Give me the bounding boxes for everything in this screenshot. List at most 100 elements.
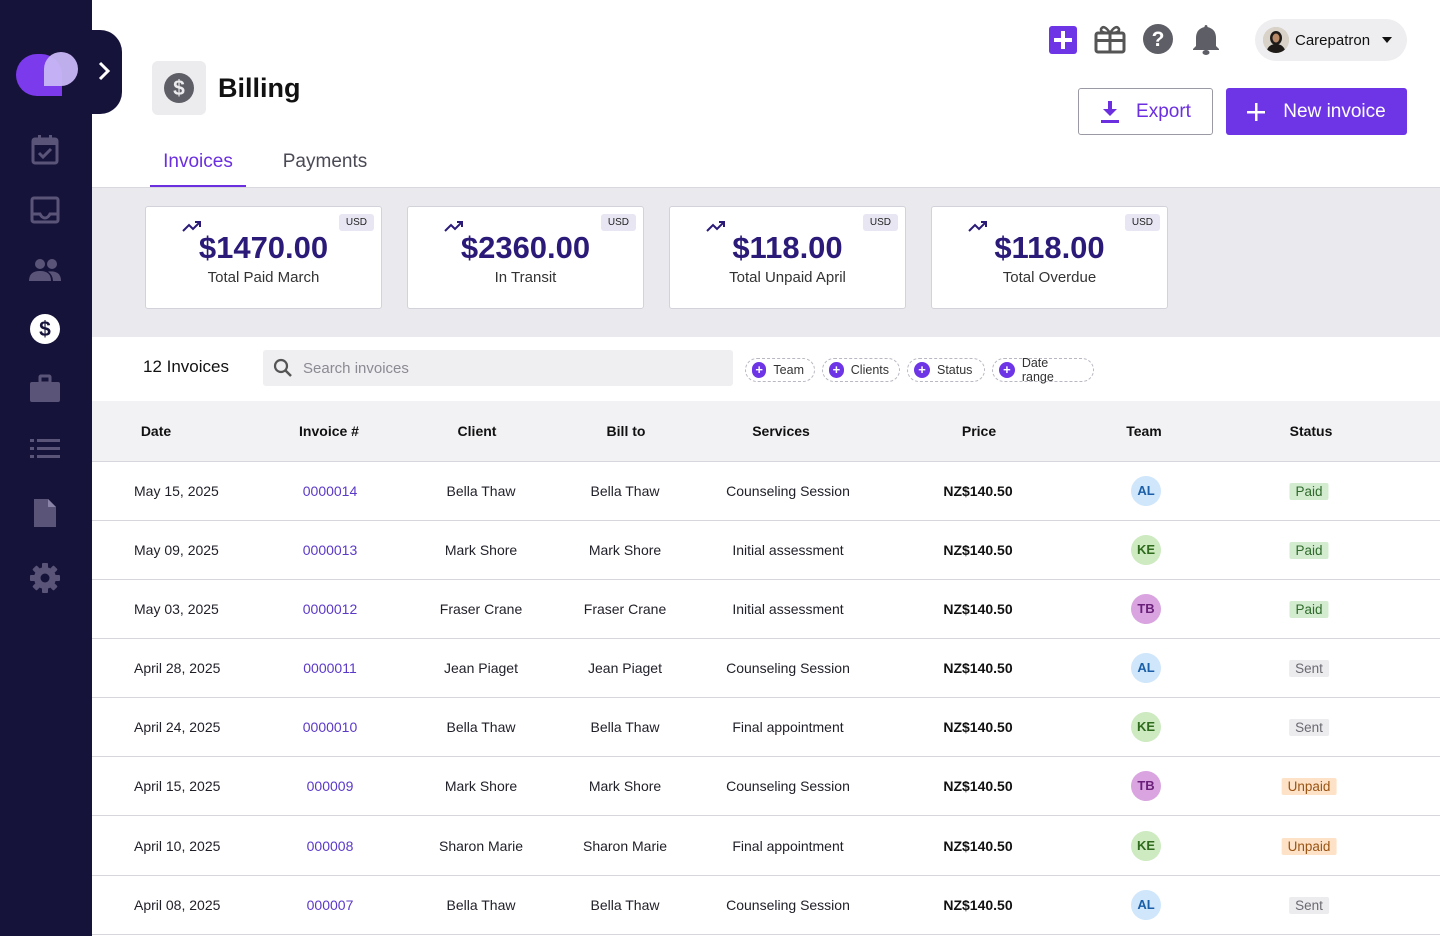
column-header[interactable]: Services xyxy=(752,423,810,439)
invoice-number-link[interactable]: 0000011 xyxy=(303,660,357,676)
table-row[interactable]: May 03, 2025 0000012 Fraser Crane Fraser Cr… xyxy=(92,580,1440,639)
people-icon[interactable] xyxy=(28,253,62,287)
team-avatar[interactable]: KE xyxy=(1131,712,1161,742)
search-input[interactable] xyxy=(303,359,703,377)
stat-card: USD $1470.00 Total Paid March xyxy=(145,206,382,309)
settings-icon[interactable] xyxy=(28,561,62,595)
invoice-number-link[interactable]: 0000012 xyxy=(302,601,358,617)
filter-chip-status[interactable]: + Status xyxy=(907,358,985,382)
export-button[interactable]: Export xyxy=(1078,88,1213,135)
add-circle-icon: + xyxy=(914,362,930,378)
client-cell: Bella Thaw xyxy=(446,483,516,499)
table-row[interactable]: May 09, 2025 0000013 Mark Shore Mark Shore I… xyxy=(92,521,1440,580)
download-icon xyxy=(1101,100,1120,123)
document-icon[interactable] xyxy=(28,496,62,530)
team-avatar[interactable]: KE xyxy=(1131,831,1161,861)
new-invoice-button[interactable]: New invoice xyxy=(1226,88,1407,135)
help-icon[interactable]: ? xyxy=(1142,22,1174,56)
status-badge: Sent xyxy=(1289,897,1329,914)
bell-icon[interactable] xyxy=(1190,22,1222,56)
status-badge: Paid xyxy=(1289,601,1329,618)
column-header[interactable]: Price xyxy=(961,423,997,439)
stat-label: In Transit xyxy=(494,269,557,286)
search-bar[interactable] xyxy=(263,350,733,386)
stat-card: USD $118.00 Total Unpaid April xyxy=(669,206,906,309)
team-avatar[interactable]: AL xyxy=(1131,890,1161,920)
status-badge: Sent xyxy=(1289,660,1329,677)
bill-to-cell: Mark Shore xyxy=(588,778,662,794)
calendar-icon[interactable] xyxy=(28,133,62,167)
client-cell: Bella Thaw xyxy=(446,719,516,735)
trend-up-icon xyxy=(706,221,725,232)
column-header[interactable]: Client xyxy=(457,423,497,439)
filter-label: Team xyxy=(773,363,804,377)
app-logo[interactable] xyxy=(16,52,78,96)
stat-amount: $2360.00 xyxy=(460,230,591,265)
table-row[interactable]: May 15, 2025 0000014 Bella Thaw Bella Thaw C… xyxy=(92,462,1440,521)
billing-icon[interactable]: $ xyxy=(28,312,62,346)
tab-payments[interactable]: Payments xyxy=(282,151,368,172)
svg-text:$: $ xyxy=(173,77,185,100)
date-cell: May 03, 2025 xyxy=(134,601,219,617)
date-cell: May 15, 2025 xyxy=(134,483,219,499)
date-cell: April 10, 2025 xyxy=(134,838,221,854)
status-badge: Paid xyxy=(1289,483,1329,500)
team-avatar[interactable]: TB xyxy=(1131,594,1161,624)
trend-up-icon xyxy=(182,221,201,232)
bill-to-cell: Sharon Marie xyxy=(582,838,668,854)
bill-to-cell: Bella Thaw xyxy=(590,719,660,735)
table-row[interactable]: April 28, 2025 0000011 Jean Piaget Jean Pia… xyxy=(92,639,1440,698)
column-header[interactable]: Bill to xyxy=(606,423,646,439)
team-avatar[interactable]: AL xyxy=(1131,476,1161,506)
column-header[interactable]: Team xyxy=(1126,423,1162,439)
table-row[interactable]: April 10, 2025 000008 Sharon Marie Sharon M… xyxy=(92,817,1440,876)
table-row[interactable]: April 08, 2025 000007 Bella Thaw Bella Thaw… xyxy=(92,876,1440,935)
user-menu[interactable]: Carepatron xyxy=(1255,19,1407,61)
team-avatar[interactable]: TB xyxy=(1131,771,1161,801)
service-cell: Counseling Session xyxy=(726,778,850,794)
chevron-right-icon xyxy=(98,61,111,81)
gift-icon[interactable] xyxy=(1094,22,1126,56)
search-icon xyxy=(273,358,292,377)
table-row[interactable]: April 15, 2025 000009 Mark Shore Mark Shore… xyxy=(92,757,1440,816)
invoice-number-link[interactable]: 000007 xyxy=(306,897,354,913)
inbox-icon[interactable] xyxy=(28,193,62,227)
sidebar-expand-button[interactable] xyxy=(88,30,122,114)
svg-text:$: $ xyxy=(39,318,51,341)
service-cell: Final appointment xyxy=(732,838,844,854)
invoice-number-link[interactable]: 0000014 xyxy=(302,483,358,499)
invoice-number-link[interactable]: 000008 xyxy=(306,838,354,854)
client-cell: Fraser Crane xyxy=(439,601,523,617)
invoice-number-link[interactable]: 0000013 xyxy=(302,542,358,558)
filter-label: Clients xyxy=(850,363,889,377)
column-header[interactable]: Date xyxy=(140,423,172,439)
table-row[interactable]: April 24, 2025 0000010 Bella Thaw Bella Tha… xyxy=(92,698,1440,757)
service-cell: Initial assessment xyxy=(732,601,844,617)
trend-up-icon xyxy=(444,221,463,232)
bill-to-cell: Fraser Crane xyxy=(583,601,667,617)
filter-chip-date-range[interactable]: + Date range xyxy=(992,356,1094,384)
team-avatar[interactable]: AL xyxy=(1131,653,1161,683)
client-cell: Jean Piaget xyxy=(444,660,518,676)
team-avatar[interactable]: KE xyxy=(1131,535,1161,565)
service-cell: Counseling Session xyxy=(726,660,850,676)
filter-chip-team[interactable]: + Team xyxy=(745,358,815,382)
page-header: $ Billing xyxy=(152,61,301,115)
service-cell: Final appointment xyxy=(732,719,844,735)
filter-chip-clients[interactable]: + Clients xyxy=(822,358,900,382)
stat-label: Total Unpaid April xyxy=(729,269,846,286)
tab-invoices[interactable]: Invoices xyxy=(150,140,246,187)
status-badge: Unpaid xyxy=(1281,838,1337,855)
list-icon[interactable] xyxy=(28,432,62,466)
column-header[interactable]: Invoice # xyxy=(299,423,359,439)
client-cell: Mark Shore xyxy=(444,778,518,794)
client-cell: Mark Shore xyxy=(444,542,518,558)
invoice-number-link[interactable]: 000009 xyxy=(306,778,354,794)
invoice-number-link[interactable]: 0000010 xyxy=(302,719,358,735)
add-icon[interactable] xyxy=(1047,23,1079,57)
stat-card: USD $118.00 Total Overdue xyxy=(931,206,1168,309)
column-header[interactable]: Status xyxy=(1289,423,1333,439)
client-cell: Sharon Marie xyxy=(438,838,524,854)
briefcase-icon[interactable] xyxy=(28,372,62,406)
filter-label: Status xyxy=(937,363,973,377)
